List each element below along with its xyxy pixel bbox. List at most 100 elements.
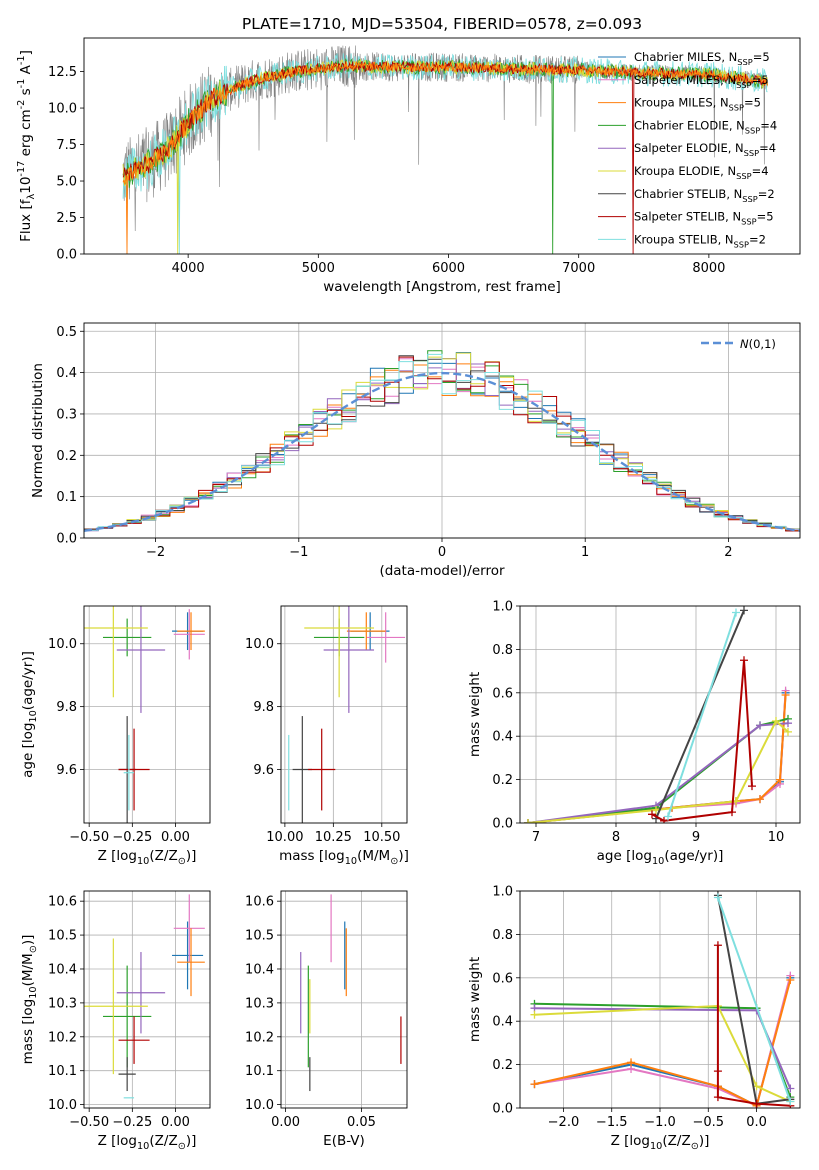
legend-label: Kroupa MILES, NSSP=5: [634, 96, 761, 113]
x-tick-label: 1: [581, 545, 589, 560]
x-tick-label: 0.00: [271, 1115, 300, 1130]
mass-weight-marker: [530, 1010, 539, 1019]
y-tick-label: 0.3: [56, 407, 77, 422]
y-tick-label: 1.0: [492, 885, 513, 900]
y-tick-label: 10.0: [245, 1098, 274, 1113]
mass-weight-marker: [756, 721, 764, 730]
axes-frame: [519, 605, 801, 824]
y-tick-label: 10.1: [48, 1064, 77, 1079]
axes-frame: [83, 37, 801, 255]
x-tick-label: −2: [146, 545, 165, 560]
x-axis-label: wavelength [Angstrom, rest frame]: [323, 279, 561, 295]
legend-label: Kroupa STELIB, NSSP=2: [634, 232, 766, 249]
mass-weight-marker: [740, 656, 748, 665]
x-tick-label: 0.0: [746, 1115, 767, 1130]
x-tick-label: −0.50: [69, 830, 109, 845]
y-tick-label: 10.0: [48, 637, 77, 652]
y-tick-label: 0.8: [492, 928, 513, 943]
y-tick-label: 0.1: [56, 490, 77, 505]
y-tick-label: 10.4: [48, 962, 77, 977]
mass-weight-line: [534, 977, 792, 1108]
y-tick-label: 10.2: [48, 1030, 77, 1045]
plot-area: [530, 891, 795, 1108]
y-tick-label: 0.0: [492, 817, 513, 832]
panel-age-vs-metallicity: −0.50 −0.25 0.00 9.6 9.8 10.0: [48, 605, 211, 845]
axes-frame: [83, 322, 801, 539]
x-tick-label: 0: [438, 545, 446, 560]
x-tick-label: 0.00: [161, 830, 190, 845]
legend-label: Chabrier STELIB, NSSP=2: [634, 187, 775, 204]
x-axis-label: E(B-V): [323, 1133, 365, 1149]
x-tick-label: 9: [692, 830, 700, 845]
legend-label: Salpeter ELODIE, NSSP=4: [634, 141, 776, 158]
plot-area: [84, 350, 800, 538]
mass-weight-marker: [784, 719, 792, 728]
y-tick-label: 0.2: [492, 1058, 513, 1073]
axes-frame: [83, 890, 211, 1109]
mass-weight-marker: [781, 690, 790, 699]
x-tick-label: −1: [289, 545, 308, 560]
legend-label: Salpeter STELIB, NSSP=5: [634, 210, 774, 227]
y-axis-label: mass [log10(M/M⊙)]: [20, 935, 39, 1065]
panel-mass-weight-vs-metallicity: −2.0 −1.5 −1.0 −0.5 0.0 0.0 0.2 0.4 0.6 0.8 1.0: [492, 885, 801, 1130]
mass-weight-marker: [627, 1058, 636, 1067]
y-axis-label: Normed distribution: [30, 363, 46, 498]
y-tick-label: 2.5: [56, 211, 77, 226]
mass-weight-marker: [713, 1093, 722, 1102]
x-tick-label: 2: [724, 545, 732, 560]
mass-weight-marker: [648, 810, 656, 819]
x-axis-label: Z [log10(Z/Z⊙)]: [98, 848, 197, 867]
plot-area: [122, 45, 768, 254]
x-tick-label: 10.50: [363, 830, 400, 845]
plot-area: [524, 606, 792, 823]
mass-weight-line: [716, 897, 792, 1102]
y-tick-label: 10.6: [48, 895, 77, 910]
y-tick-label: 0.6: [492, 971, 513, 986]
x-axis-label: Z [log10(Z/Z⊙)]: [98, 1133, 197, 1152]
axes-frame: [83, 605, 211, 824]
y-tick-label: 0.0: [56, 532, 77, 547]
y-tick-label: 0.5: [56, 325, 77, 340]
mass-weight-marker: [664, 812, 672, 821]
plot-area: [300, 894, 402, 1092]
y-tick-label: 0.6: [492, 686, 513, 701]
residual-histogram-step: [84, 353, 800, 538]
x-tick-label: 8000: [692, 261, 725, 276]
x-tick-label: −1.5: [596, 1115, 628, 1130]
plot-area: [84, 606, 205, 823]
plot-area: [288, 606, 406, 823]
x-tick-label: 7000: [562, 261, 595, 276]
plot-area: [84, 894, 205, 1099]
x-tick-label: −2.0: [548, 1115, 580, 1130]
mass-weight-marker: [756, 795, 764, 804]
y-tick-label: 9.6: [56, 763, 77, 778]
y-axis-label: age [log10(age/yr)]: [20, 651, 39, 778]
y-axis-label: Flux [fλ10-17 erg cm-2 s-1 A-1]: [16, 50, 37, 242]
x-tick-label: 10: [768, 830, 785, 845]
y-tick-label: 10.6: [245, 895, 274, 910]
y-tick-label: 10.1: [245, 1064, 274, 1079]
x-tick-label: 5000: [302, 261, 335, 276]
mass-weight-marker: [772, 717, 780, 726]
mass-weight-marker: [713, 1067, 722, 1076]
axes-frame: [280, 890, 408, 1109]
x-tick-label: 10.00: [266, 830, 303, 845]
y-tick-label: 0.4: [492, 1015, 513, 1030]
mass-weight-marker: [786, 975, 795, 984]
y-tick-label: 0.2: [492, 773, 513, 788]
y-axis-label: mass weight: [467, 957, 483, 1042]
y-tick-label: 12.5: [48, 65, 77, 80]
mass-weight-marker: [530, 1080, 539, 1089]
y-tick-label: 10.5: [245, 929, 274, 944]
y-tick-label: 0.8: [492, 643, 513, 658]
y-tick-label: 9.6: [253, 763, 274, 778]
legend-label: Salpeter MILES, NSSP=5: [634, 73, 769, 90]
panel-mass-weight-vs-age: 7 8 9 10 0.0 0.2 0.4 0.6 0.8 1.0: [492, 600, 801, 845]
y-tick-label: 1.0: [492, 600, 513, 615]
x-tick-label: 10.25: [315, 830, 352, 845]
mass-weight-marker: [524, 819, 532, 823]
mass-weight-line: [655, 609, 745, 820]
mass-weight-marker: [784, 727, 792, 736]
legend-label: N(0,1): [740, 337, 776, 351]
